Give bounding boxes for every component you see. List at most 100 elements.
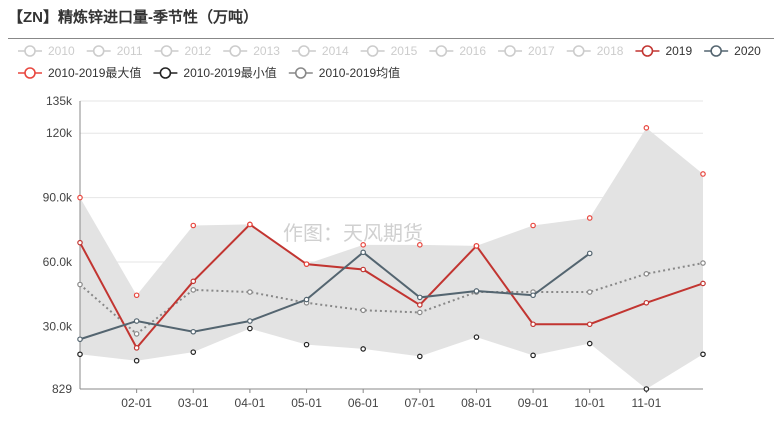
data-point-min[interactable] [700, 351, 706, 358]
legend-marker [24, 67, 36, 79]
y-tick-label: 90.0k [43, 191, 73, 205]
data-point-y2019[interactable] [586, 321, 593, 328]
data-point-min[interactable] [133, 357, 140, 364]
data-point-avg[interactable] [643, 270, 650, 277]
legend-marker [572, 45, 585, 57]
series-layer [77, 125, 706, 392]
data-point-avg[interactable] [586, 289, 593, 295]
legend: 2010 2011 2012 2013 2014 2015 2016 2017 2018 2019… [18, 44, 761, 80]
x-tick-label: 10-01 [574, 396, 605, 410]
plot-area: 作图：天风期货 829 30.0k 60.0k 90.0k 120k 135k 02-01 0… [43, 94, 706, 410]
data-point-avg[interactable] [360, 307, 366, 314]
y-tick-label: 60.0k [43, 255, 73, 269]
data-point-y2020[interactable] [473, 288, 480, 294]
legend-label: 2013 [253, 44, 280, 58]
data-point-min[interactable] [417, 353, 423, 360]
data-point-y2019[interactable] [643, 299, 650, 306]
series-line-y2019 [79, 223, 704, 350]
x-tick-label: 03-01 [178, 396, 209, 410]
legend-item-2017[interactable]: 2017 [498, 44, 555, 58]
data-point-y2019[interactable] [190, 278, 197, 285]
legend-marker [92, 45, 105, 57]
legend-label: 2011 [117, 44, 143, 58]
legend-item-2012[interactable]: 2012 [154, 44, 212, 58]
data-point-y2019[interactable] [417, 302, 423, 308]
legend-item-2018[interactable]: 2018 [566, 44, 624, 58]
data-point-min[interactable] [360, 346, 366, 352]
legend-item-2010-2019最大值[interactable]: 2010-2019最大值 [18, 65, 141, 80]
data-point-avg[interactable] [133, 331, 140, 337]
watermark: 作图：天风期货 [283, 222, 423, 245]
data-point-max[interactable] [303, 261, 310, 267]
data-point-y2020[interactable] [303, 296, 310, 303]
data-point-y2020[interactable] [190, 328, 197, 335]
legend-label: 2010 [48, 44, 75, 58]
data-point-avg[interactable] [417, 309, 423, 316]
x-tick-label: 09-01 [518, 396, 549, 410]
data-point-max[interactable] [530, 222, 536, 229]
legend-label: 2019 [665, 44, 692, 58]
series-line-y2020 [79, 251, 591, 341]
data-point-y2019[interactable] [77, 239, 83, 246]
x-tick-label: 08-01 [461, 396, 492, 410]
legend-item-2016[interactable]: 2016 [429, 44, 486, 58]
data-point-max[interactable] [586, 215, 593, 221]
data-point-max[interactable] [77, 194, 83, 201]
legend-item-2010-2019均值[interactable]: 2010-2019均值 [288, 65, 400, 80]
data-point-max[interactable] [133, 292, 140, 299]
legend-item-2014[interactable]: 2014 [291, 44, 349, 58]
data-point-y2020[interactable] [77, 336, 83, 343]
data-point-avg[interactable] [77, 281, 83, 288]
data-point-max[interactable] [190, 222, 197, 229]
data-point-y2020[interactable] [133, 318, 140, 324]
y-tick-label: 135k [46, 94, 73, 108]
data-point-min[interactable] [77, 351, 83, 358]
data-point-max[interactable] [700, 171, 706, 177]
legend-marker [366, 45, 379, 57]
data-point-avg[interactable] [190, 287, 197, 293]
legend-item-2020[interactable]: 2020 [704, 44, 761, 58]
legend-label: 2010-2019最小值 [183, 65, 276, 80]
data-point-y2019[interactable] [700, 280, 706, 287]
legend-label: 2014 [322, 44, 349, 58]
legend-item-2010[interactable]: 2010 [18, 44, 75, 58]
legend-label: 2020 [734, 44, 761, 58]
data-point-max[interactable] [473, 243, 480, 249]
data-point-min[interactable] [586, 340, 593, 347]
data-point-y2019[interactable] [360, 266, 366, 273]
data-point-max[interactable] [417, 242, 423, 248]
legend-label: 2010-2019均值 [319, 65, 400, 80]
data-point-min[interactable] [530, 352, 536, 359]
legend-marker [294, 67, 307, 79]
legend-marker [159, 67, 172, 79]
data-point-min[interactable] [303, 341, 310, 348]
legend-item-2019[interactable]: 2019 [635, 44, 692, 58]
data-point-min[interactable] [473, 334, 480, 340]
data-point-y2020[interactable] [530, 292, 536, 299]
legend-item-2015[interactable]: 2015 [360, 44, 418, 58]
legend-label: 2010-2019最大值 [48, 65, 141, 80]
legend-marker [229, 45, 242, 57]
data-point-y2020[interactable] [247, 318, 253, 324]
data-point-max[interactable] [247, 221, 253, 228]
data-point-min[interactable] [247, 325, 253, 332]
data-point-max[interactable] [643, 125, 650, 131]
data-point-avg[interactable] [247, 289, 253, 295]
legend-item-2010-2019最小值[interactable]: 2010-2019最小值 [153, 65, 277, 80]
data-point-y2019[interactable] [530, 321, 536, 328]
legend-item-2011[interactable]: 2011 [86, 44, 143, 58]
data-point-y2020[interactable] [417, 294, 423, 301]
data-point-y2020[interactable] [360, 249, 366, 256]
x-tick-label: 07-01 [404, 396, 435, 410]
legend-item-2013[interactable]: 2013 [223, 44, 280, 58]
legend-marker [24, 45, 36, 57]
data-point-max[interactable] [360, 242, 366, 248]
min-max-band [80, 127, 703, 390]
data-point-min[interactable] [190, 349, 197, 355]
data-point-min[interactable] [643, 386, 650, 392]
legend-marker [160, 45, 173, 57]
data-point-avg[interactable] [700, 260, 706, 266]
data-point-y2019[interactable] [133, 345, 140, 351]
series-line-avg [79, 262, 704, 336]
data-point-y2020[interactable] [586, 250, 593, 257]
